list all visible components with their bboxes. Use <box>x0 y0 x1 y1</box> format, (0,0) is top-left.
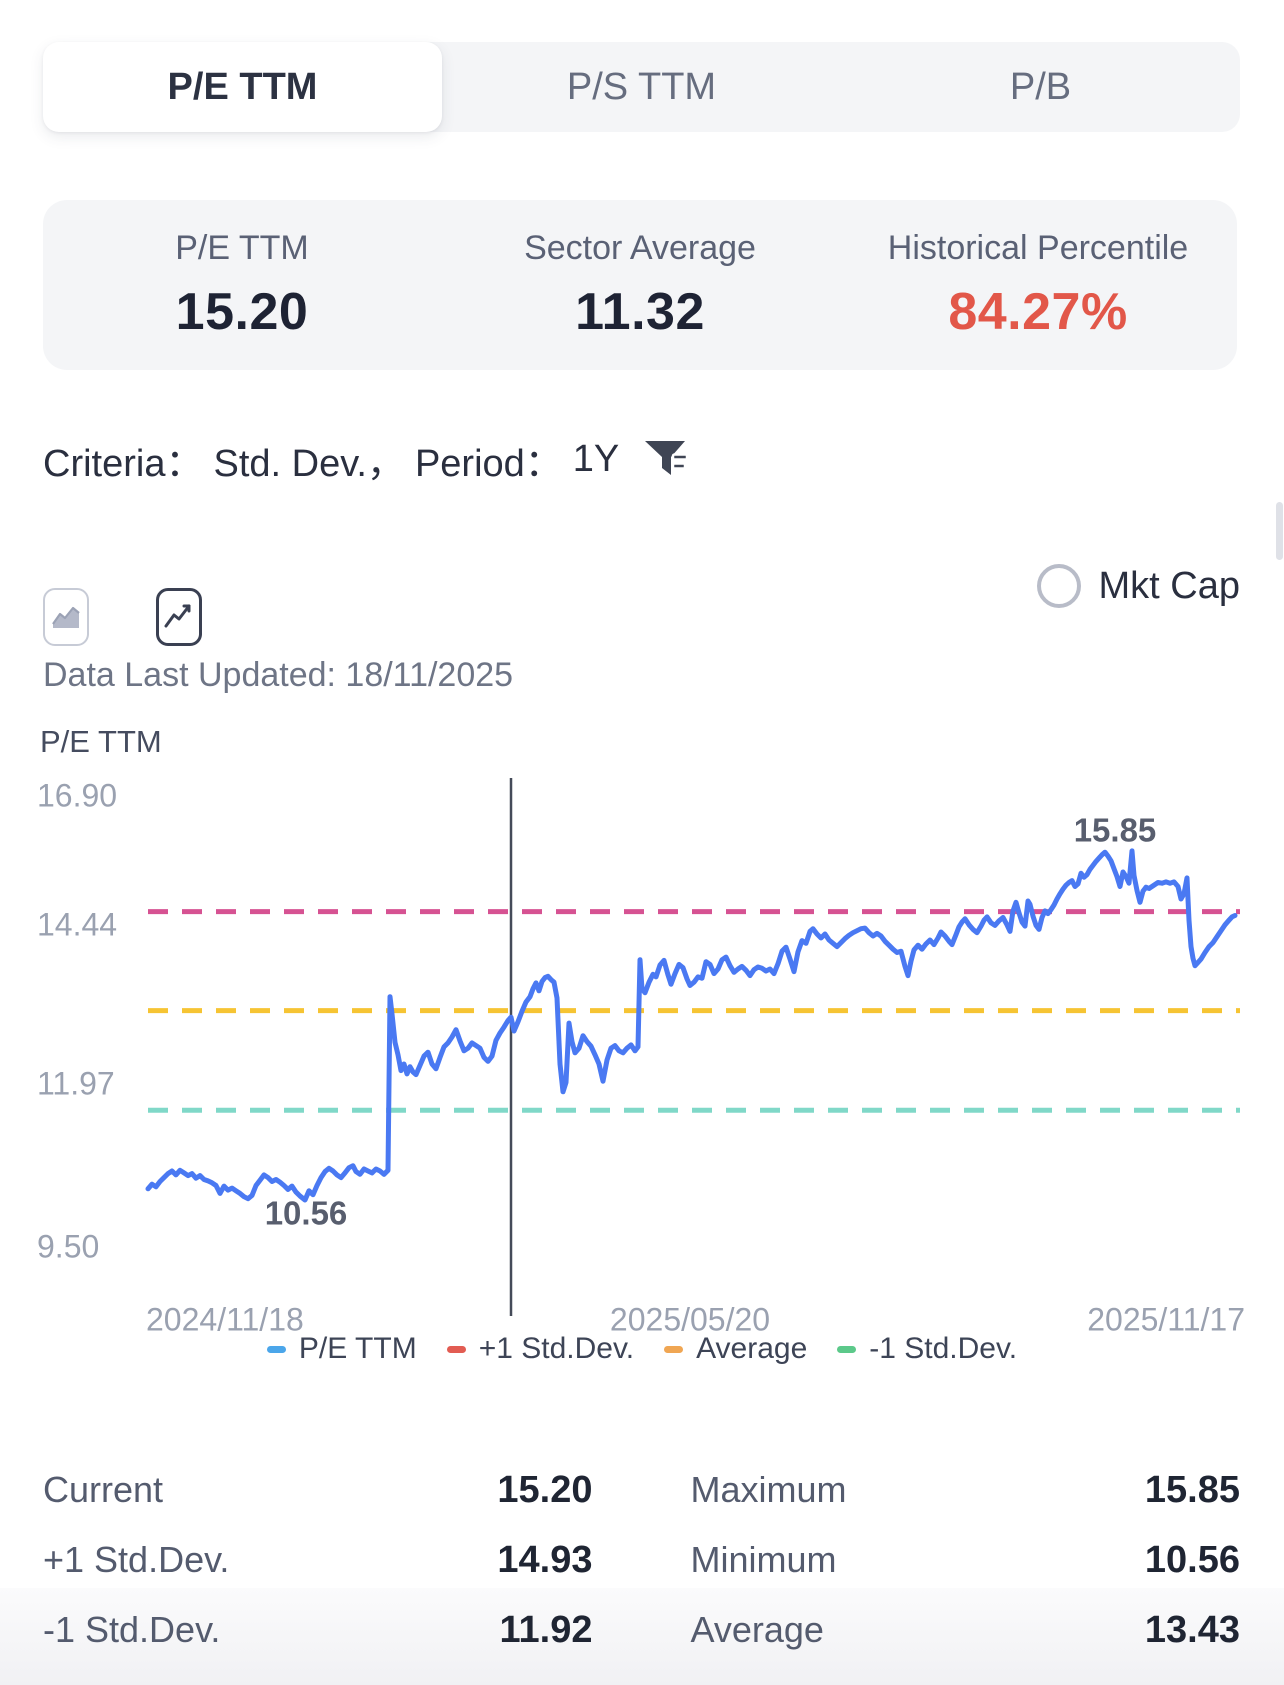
summary-label-minimum: Minimum <box>690 1539 837 1580</box>
tab-ps-ttm[interactable]: P/S TTM <box>566 65 717 108</box>
criteria-row: Criteria： Std. Dev.， Period： 1Y <box>43 434 689 485</box>
chart-y-axis-title: P/E TTM <box>40 724 162 759</box>
pe-ttm-line <box>145 848 1238 1203</box>
valuation-stats-card: P/E TTM 15.20 Sector Average 11.32 Histo… <box>43 200 1237 370</box>
x-axis-tick: 2024/11/18 <box>146 1301 304 1337</box>
y-axis-tick: 16.90 <box>37 777 117 813</box>
area-chart-icon <box>52 606 80 628</box>
y-axis-tick: 9.50 <box>37 1228 99 1264</box>
max-value-annotation: 15.85 <box>1074 812 1157 849</box>
valuation-tab-bar: P/E TTM P/S TTM P/B <box>43 42 1240 132</box>
legend-label: Average <box>696 1332 808 1365</box>
legend-label: +1 Std.Dev. <box>478 1332 635 1365</box>
chart-type-switcher <box>43 588 202 646</box>
x-axis-tick: 2025/05/20 <box>610 1301 770 1337</box>
legend-item-minus1-stddev[interactable]: -1 Std.Dev. <box>837 1332 1017 1366</box>
legend-label: -1 Std.Dev. <box>869 1332 1018 1365</box>
area-chart-button[interactable] <box>43 588 89 646</box>
legend-marker-green <box>837 1345 857 1353</box>
legend-item-plus1-stddev[interactable]: +1 Std.Dev. <box>446 1332 635 1366</box>
stat-sector-average: Sector Average 11.32 <box>441 200 839 370</box>
y-axis-tick: 14.44 <box>37 906 117 942</box>
summary-label-plus1-stddev: +1 Std.Dev. <box>43 1539 230 1580</box>
legend-label: P/E TTM <box>298 1332 417 1365</box>
stat-label: Sector Average <box>524 228 756 267</box>
filter-button[interactable] <box>643 440 689 478</box>
legend-marker-orange <box>664 1345 684 1353</box>
summary-label-average: Average <box>690 1609 824 1650</box>
legend-marker-blue <box>266 1345 286 1353</box>
summary-label-minus1-stddev: -1 Std.Dev. <box>43 1609 221 1650</box>
stat-historical-percentile: Historical Percentile 84.27% <box>839 200 1237 370</box>
summary-row: Current 15.20 Maximum 15.85 <box>43 1455 1240 1525</box>
summary-value-minimum: 10.56 <box>1144 1538 1240 1581</box>
summary-value-current: 15.20 <box>497 1468 593 1511</box>
stat-label: P/E TTM <box>175 228 309 267</box>
legend-item-pe-ttm[interactable]: P/E TTM <box>266 1332 417 1366</box>
mkt-cap-radio[interactable] <box>1036 564 1081 608</box>
summary-row: +1 Std.Dev. 14.93 Minimum 10.56 <box>43 1525 1240 1595</box>
summary-value-minus1-stddev: 11.92 <box>499 1608 593 1651</box>
legend-marker-red <box>446 1345 466 1353</box>
summary-label-current: Current <box>43 1469 164 1510</box>
mkt-cap-toggle[interactable]: Mkt Cap <box>1036 564 1240 608</box>
period-value: 1Y <box>572 437 620 480</box>
criteria-label: Criteria： <box>43 442 204 485</box>
stat-label: Historical Percentile <box>887 228 1189 267</box>
summary-value-average: 13.43 <box>1144 1608 1240 1651</box>
stat-value-percentile: 84.27% <box>948 282 1128 341</box>
summary-table: Current 15.20 Maximum 15.85 +1 Std.Dev. … <box>43 1455 1240 1665</box>
chart-legend: P/E TTM +1 Std.Dev. Average -1 Std.Dev. <box>0 1332 1284 1366</box>
y-axis-tick: 11.97 <box>37 1065 115 1101</box>
summary-value-plus1-stddev: 14.93 <box>497 1538 593 1581</box>
min-value-annotation: 10.56 <box>265 1195 348 1232</box>
line-chart-icon <box>164 604 191 628</box>
scrollbar-thumb[interactable] <box>1276 502 1283 560</box>
summary-label-maximum: Maximum <box>690 1469 847 1510</box>
stat-value: 11.32 <box>575 282 705 341</box>
stat-value: 15.20 <box>175 282 309 341</box>
filter-icon <box>645 441 689 475</box>
x-axis-tick: 2025/11/17 <box>1087 1301 1245 1337</box>
line-chart-button[interactable] <box>156 588 202 646</box>
legend-item-average[interactable]: Average <box>664 1332 807 1366</box>
stat-pe-ttm: P/E TTM 15.20 <box>43 200 441 370</box>
bottom-section-shade <box>0 1588 1284 1685</box>
mkt-cap-label: Mkt Cap <box>1098 564 1240 607</box>
criteria-value: Std. Dev.， <box>213 442 405 485</box>
tab-pe-ttm[interactable]: P/E TTM <box>43 42 442 132</box>
summary-value-maximum: 15.85 <box>1144 1468 1240 1511</box>
data-last-updated: Data Last Updated: 18/11/2025 <box>43 656 514 694</box>
summary-row: -1 Std.Dev. 11.92 Average 13.43 <box>43 1595 1240 1665</box>
period-label: Period： <box>414 442 563 485</box>
tab-pb[interactable]: P/B <box>1009 65 1072 108</box>
